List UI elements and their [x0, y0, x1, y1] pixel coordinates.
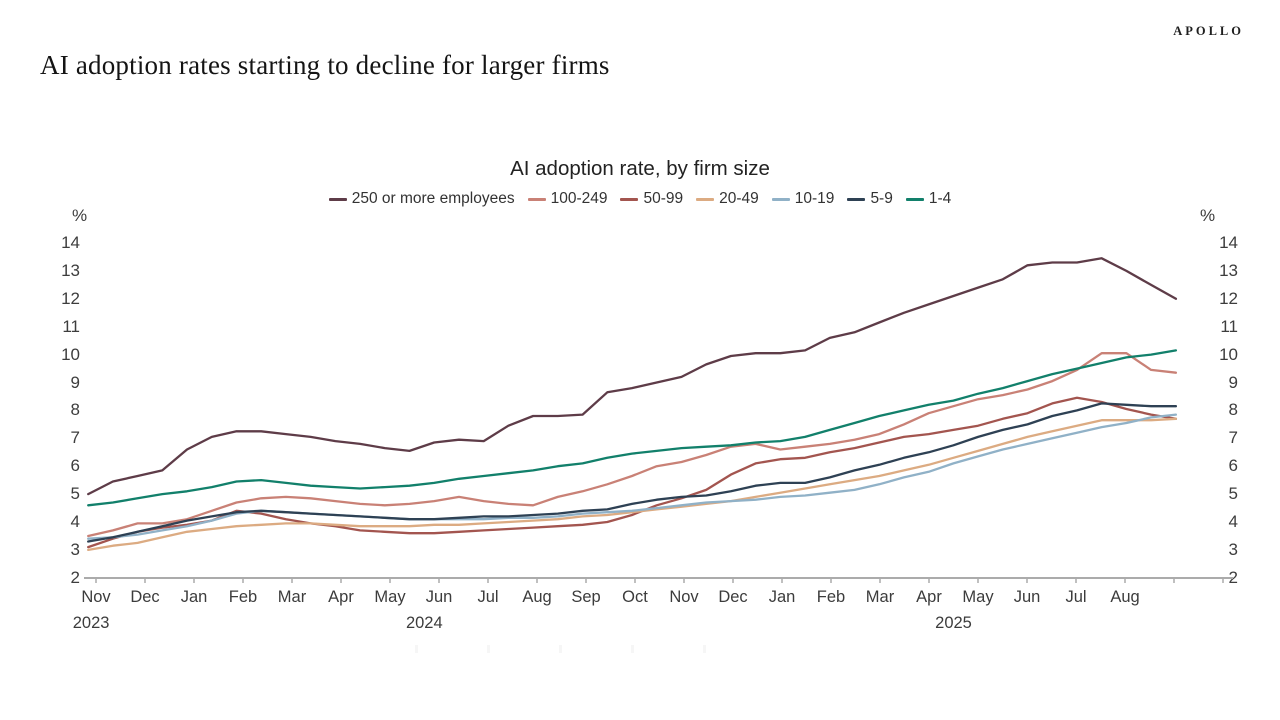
- x-month-label: Aug: [1110, 588, 1140, 606]
- legend-item-250-or-more-employees: 250 or more employees: [328, 190, 515, 208]
- x-month-label: Jun: [425, 588, 453, 606]
- legend-item-50-99: 50-99: [620, 190, 683, 208]
- series-line-1-4: [87, 349, 1178, 507]
- x-month-label: Nov: [81, 588, 111, 606]
- chart-legend: 250 or more employees 100-249 50-99 20-49 10…: [0, 190, 1280, 208]
- y-tick-label-right: 3: [1228, 539, 1238, 559]
- y-axis-unit-left: %: [72, 206, 88, 225]
- x-month-label: Feb: [228, 588, 258, 606]
- legend-item-100-249: 100-249: [527, 190, 608, 208]
- legend-label: 20-49: [719, 190, 759, 207]
- x-year-label: 2024: [405, 614, 443, 632]
- series-line-50-99: [87, 396, 1178, 549]
- x-month-label: May: [374, 588, 406, 606]
- y-tick-label-right: 5: [1228, 484, 1238, 504]
- legend-swatch-icon: [527, 197, 546, 201]
- faded-footnote-marks: [415, 645, 745, 653]
- legend-swatch-icon: [696, 197, 715, 201]
- x-month-label: Feb: [816, 588, 846, 606]
- y-tick-label-left: 11: [62, 316, 80, 336]
- y-tick-label-left: 14: [61, 233, 80, 252]
- y-tick-label-left: 9: [70, 372, 80, 392]
- y-tick-label-left: 2: [70, 567, 80, 587]
- legend-label: 50-99: [643, 190, 684, 207]
- legend-swatch-icon: [620, 197, 639, 201]
- y-tick-label-right: 13: [1219, 260, 1238, 280]
- y-tick-label-right: 8: [1228, 400, 1238, 420]
- legend-label: 1-4: [928, 190, 952, 207]
- legend-item-10-19: 10-19: [771, 190, 835, 208]
- legend-label: 5-9: [870, 190, 893, 207]
- x-month-label: Dec: [718, 588, 748, 606]
- y-tick-label-left: 6: [70, 456, 80, 476]
- legend-swatch-icon: [328, 197, 347, 201]
- y-tick-label-right: 6: [1228, 456, 1238, 476]
- y-tick-label-left: 8: [70, 400, 80, 420]
- legend-swatch-icon: [847, 197, 866, 201]
- x-month-label: Jul: [477, 588, 499, 606]
- chart-title: AI adoption rate, by firm size: [510, 157, 770, 180]
- series-line-20-49: [87, 417, 1178, 552]
- x-month-label: Sep: [571, 588, 601, 606]
- y-tick-label-right: 11: [1220, 316, 1238, 336]
- series-line-5-9: [87, 402, 1178, 543]
- x-month-label: Oct: [622, 588, 648, 606]
- y-tick-label-right: 10: [1219, 344, 1238, 364]
- series-line-100-249: [87, 352, 1178, 538]
- legend-swatch-icon: [905, 197, 924, 201]
- y-tick-label-left: 12: [61, 288, 80, 308]
- x-year-label: 2025: [935, 614, 972, 632]
- legend-item-20-49: 20-49: [696, 190, 759, 208]
- y-tick-label-left: 10: [61, 344, 80, 364]
- x-month-label: Nov: [669, 588, 699, 606]
- x-month-label: Mar: [277, 588, 307, 606]
- x-month-label: Jun: [1013, 588, 1041, 606]
- x-month-label: Jan: [768, 588, 796, 606]
- series-line-250-or-more-employees: [87, 257, 1178, 496]
- y-tick-label-right: 14: [1219, 233, 1238, 252]
- y-axis-unit-right: %: [1200, 206, 1216, 225]
- legend-label: 100-249: [550, 190, 608, 207]
- y-tick-label-left: 3: [70, 539, 80, 559]
- x-month-label: May: [962, 588, 994, 606]
- x-month-label: Jul: [1065, 588, 1087, 606]
- x-month-label: Dec: [130, 588, 160, 606]
- x-month-label: Mar: [865, 588, 895, 606]
- x-year-label: 2023: [72, 614, 110, 632]
- y-tick-label-right: 7: [1228, 428, 1238, 448]
- y-tick-label-left: 4: [70, 512, 80, 531]
- legend-label: 10-19: [794, 190, 835, 207]
- x-month-label: Aug: [522, 588, 552, 606]
- y-tick-label-right: 12: [1219, 288, 1238, 308]
- legend-item-1-4: 1-4: [905, 190, 952, 208]
- legend-swatch-icon: [771, 197, 790, 201]
- y-tick-label-right: 9: [1228, 372, 1238, 392]
- x-month-label: Jan: [180, 588, 208, 606]
- y-tick-label-right: 4: [1228, 512, 1238, 531]
- page-title: AI adoption rates starting to decline fo…: [40, 50, 610, 80]
- x-month-label: Apr: [916, 588, 942, 606]
- x-month-label: Apr: [328, 588, 354, 606]
- legend-item-5-9: 5-9: [847, 190, 893, 208]
- y-tick-label-left: 7: [70, 428, 80, 448]
- y-tick-label-left: 13: [61, 260, 80, 280]
- y-tick-label-left: 5: [70, 484, 80, 504]
- apollo-logo: APOLLO: [1173, 24, 1244, 38]
- legend-label: 250 or more employees: [351, 190, 515, 207]
- y-tick-label-right: 2: [1228, 567, 1238, 587]
